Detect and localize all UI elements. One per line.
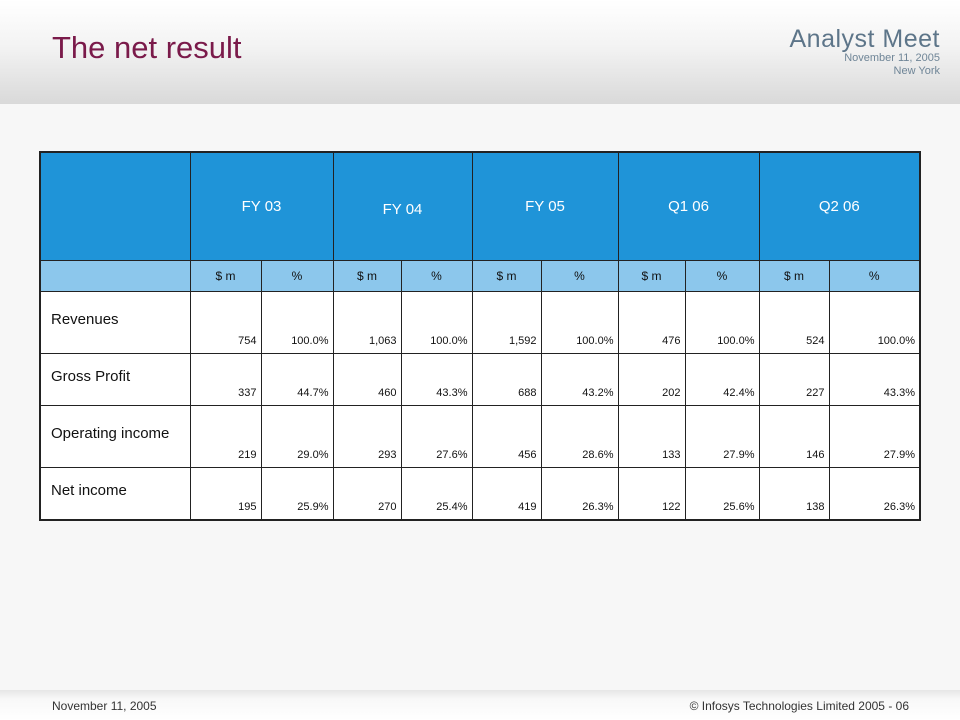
financial-table-container: FY 03 FY 04 FY 05 Q1 06 Q2 06 $ m % $ m … — [39, 151, 921, 521]
cell-percent: 25.6% — [684, 467, 760, 520]
cell-value: 754 — [189, 291, 262, 354]
unit-header: $ m — [617, 260, 686, 292]
row-label: Net income — [39, 467, 191, 520]
unit-header: % — [684, 260, 760, 292]
cell-value: 419 — [471, 467, 542, 520]
cell-percent: 43.3% — [400, 353, 473, 406]
unit-header: $ m — [332, 260, 402, 292]
period-header: FY 05 — [471, 151, 619, 261]
period-header: Q2 06 — [758, 151, 921, 261]
unit-header: $ m — [189, 260, 262, 292]
cell-value: 337 — [189, 353, 262, 406]
cell-value: 227 — [758, 353, 830, 406]
brand-date: November 11, 2005 — [844, 52, 940, 64]
cell-percent: 100.0% — [400, 291, 473, 354]
brand-city: New York — [893, 65, 940, 77]
cell-value: 202 — [617, 353, 686, 406]
unit-header: % — [400, 260, 473, 292]
cell-percent: 28.6% — [540, 405, 619, 468]
cell-percent: 100.0% — [540, 291, 619, 354]
table-row: Net income 195 25.9% 270 25.4% 419 26.3%… — [39, 467, 921, 520]
slide-header: The net result Analyst Meet November 11,… — [0, 0, 960, 104]
row-label: Gross Profit — [39, 353, 191, 406]
cell-value: 460 — [332, 353, 402, 406]
unit-header: $ m — [471, 260, 542, 292]
cell-value: 476 — [617, 291, 686, 354]
period-header: FY 03 — [189, 151, 334, 261]
cell-value: 122 — [617, 467, 686, 520]
footer-copyright: © Infosys Technologies Limited 2005 - 06 — [689, 699, 909, 713]
period-header-row: FY 03 FY 04 FY 05 Q1 06 Q2 06 — [39, 151, 921, 261]
cell-percent: 100.0% — [260, 291, 334, 354]
cell-value: 270 — [332, 467, 402, 520]
cell-percent: 43.3% — [828, 353, 921, 406]
slide-title: The net result — [52, 30, 242, 65]
corner-cell — [39, 260, 191, 292]
table-row: Revenues 754 100.0% 1,063 100.0% 1,592 1… — [39, 291, 921, 354]
period-header: Q1 06 — [617, 151, 760, 261]
table-row: Operating income 219 29.0% 293 27.6% 456… — [39, 405, 921, 468]
cell-percent: 27.9% — [684, 405, 760, 468]
cell-percent: 25.4% — [400, 467, 473, 520]
cell-percent: 42.4% — [684, 353, 760, 406]
cell-value: 293 — [332, 405, 402, 468]
cell-percent: 27.6% — [400, 405, 473, 468]
cell-value: 456 — [471, 405, 542, 468]
cell-percent: 100.0% — [828, 291, 921, 354]
cell-value: 219 — [189, 405, 262, 468]
cell-value: 138 — [758, 467, 830, 520]
unit-header-row: $ m % $ m % $ m % $ m % $ m % — [39, 260, 921, 292]
cell-percent: 43.2% — [540, 353, 619, 406]
corner-cell — [39, 151, 191, 261]
cell-value: 133 — [617, 405, 686, 468]
cell-value: 688 — [471, 353, 542, 406]
footer-date: November 11, 2005 — [52, 699, 157, 713]
cell-percent: 100.0% — [684, 291, 760, 354]
period-header: FY 04 — [332, 151, 473, 261]
cell-percent: 44.7% — [260, 353, 334, 406]
unit-header: % — [260, 260, 334, 292]
cell-percent: 27.9% — [828, 405, 921, 468]
unit-header: % — [540, 260, 619, 292]
brand-name: Analyst Meet — [789, 25, 940, 53]
cell-value: 146 — [758, 405, 830, 468]
unit-header: % — [828, 260, 921, 292]
table-row: Gross Profit 337 44.7% 460 43.3% 688 43.… — [39, 353, 921, 406]
row-label: Operating income — [39, 405, 191, 468]
cell-percent: 29.0% — [260, 405, 334, 468]
cell-percent: 26.3% — [540, 467, 619, 520]
cell-percent: 25.9% — [260, 467, 334, 520]
row-label: Revenues — [39, 291, 191, 354]
financial-table: FY 03 FY 04 FY 05 Q1 06 Q2 06 $ m % $ m … — [39, 151, 921, 521]
cell-percent: 26.3% — [828, 467, 921, 520]
brand-block: Analyst Meet November 11, 2005 New York — [789, 26, 940, 78]
cell-value: 524 — [758, 291, 830, 354]
unit-header: $ m — [758, 260, 830, 292]
cell-value: 1,592 — [471, 291, 542, 354]
cell-value: 195 — [189, 467, 262, 520]
cell-value: 1,063 — [332, 291, 402, 354]
slide-footer: November 11, 2005 © Infosys Technologies… — [0, 690, 960, 720]
